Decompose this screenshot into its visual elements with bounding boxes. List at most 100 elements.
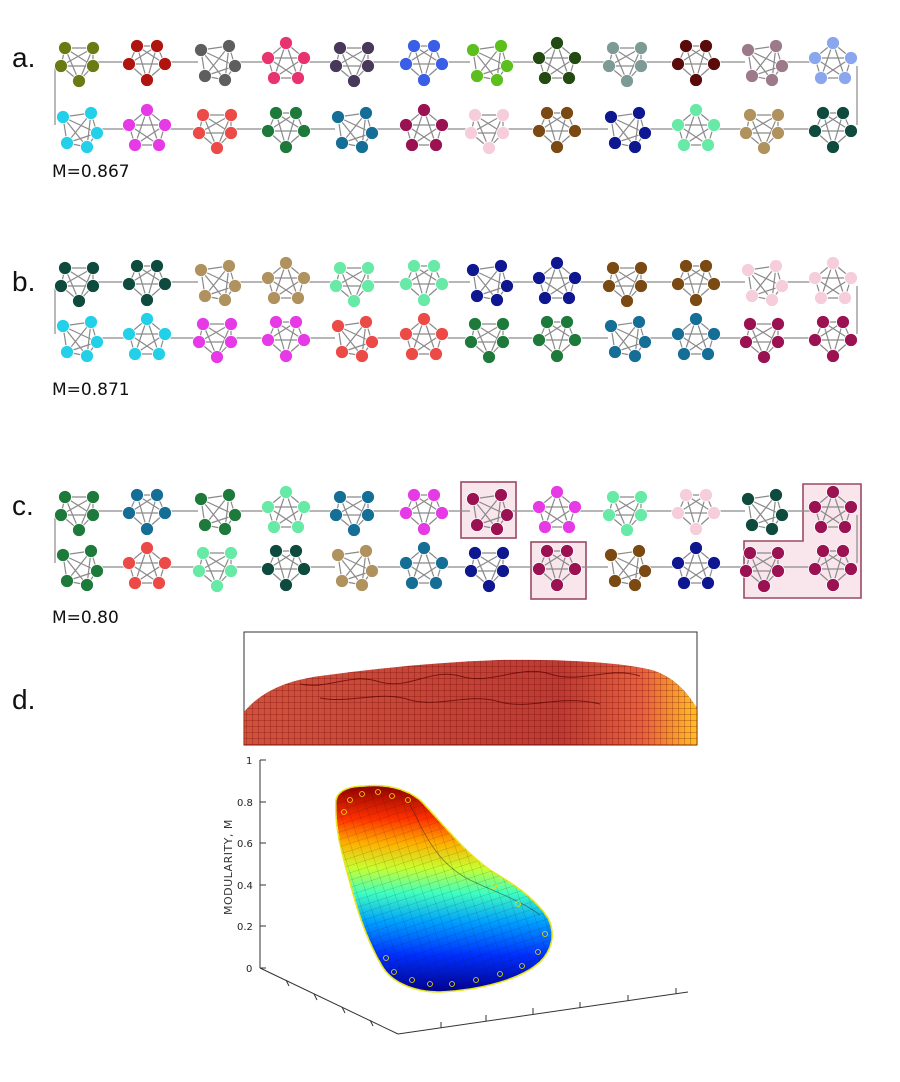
network-node — [470, 289, 484, 303]
network-node — [496, 546, 510, 560]
network-node — [269, 544, 283, 558]
clique-c-bottom-1 — [56, 544, 104, 592]
network-node — [194, 263, 208, 277]
network-node — [532, 500, 546, 514]
panel-a-label: a. — [12, 42, 36, 73]
network-node — [550, 256, 564, 270]
network-node — [771, 126, 785, 140]
clique-b-top-11 — [741, 259, 789, 307]
network-node — [150, 259, 164, 273]
network-node — [297, 500, 311, 514]
z-tick-0.6: 0.6 — [237, 839, 253, 850]
network-node — [707, 327, 721, 341]
network-node — [482, 350, 496, 364]
network-node — [279, 349, 293, 363]
network-node — [620, 523, 634, 537]
network-node — [739, 335, 753, 349]
network-node — [496, 317, 510, 331]
clique-c-top-8 — [532, 485, 582, 534]
network-node — [490, 293, 504, 307]
network-node — [808, 333, 822, 347]
network-node — [532, 333, 546, 347]
clique-b-top-1 — [54, 261, 100, 308]
network-node — [844, 333, 858, 347]
clique-b-top-8 — [532, 256, 582, 305]
network-node — [86, 261, 100, 275]
clique-a-top-8 — [532, 36, 582, 85]
network-node — [757, 579, 771, 593]
network-node — [628, 578, 642, 592]
network-node — [562, 291, 576, 305]
network-node — [838, 291, 852, 305]
network-node — [671, 506, 685, 520]
network-node — [130, 488, 144, 502]
clique-c-top-6 — [399, 488, 449, 536]
z-tick-0.4: 0.4 — [237, 881, 253, 892]
network-node — [359, 315, 373, 329]
network-node — [769, 488, 783, 502]
network-node — [269, 106, 283, 120]
network-node — [808, 124, 822, 138]
network-node — [355, 349, 369, 363]
clique-c-bottom-6 — [399, 541, 449, 590]
network-node — [568, 562, 582, 576]
network-node — [677, 576, 691, 590]
network-node — [814, 291, 828, 305]
network-node — [608, 345, 622, 359]
network-node — [130, 39, 144, 53]
network-node — [331, 110, 345, 124]
clique-b-top-6 — [399, 259, 449, 307]
network-node — [399, 556, 413, 570]
clique-c-bottom-10 — [671, 541, 721, 590]
network-node — [347, 74, 361, 88]
network-node — [297, 333, 311, 347]
network-node — [482, 579, 496, 593]
network-node — [540, 106, 554, 120]
network-node — [335, 136, 349, 150]
network-node — [361, 490, 375, 504]
network-node — [844, 500, 858, 514]
network-node — [816, 315, 830, 329]
network-node — [550, 349, 564, 363]
network-node — [562, 71, 576, 85]
clique-a-bottom-4 — [261, 106, 311, 154]
network-node — [470, 69, 484, 83]
network-node — [701, 576, 715, 590]
network-layer — [54, 36, 858, 593]
network-node — [808, 271, 822, 285]
network-node — [361, 59, 375, 73]
network-node — [606, 490, 620, 504]
clique-a-bottom-9 — [604, 106, 652, 154]
clique-b-top-2 — [122, 259, 172, 307]
clique-b-top-10 — [671, 259, 721, 307]
clique-c-bottom-8 — [532, 544, 582, 592]
network-node — [56, 548, 70, 562]
network-node — [826, 256, 840, 270]
top-surface-fill — [244, 659, 697, 745]
network-node — [140, 522, 154, 536]
network-node — [620, 74, 634, 88]
network-node — [84, 106, 98, 120]
network-node — [291, 71, 305, 85]
network-node — [333, 490, 347, 504]
network-node — [267, 71, 281, 85]
network-node — [671, 556, 685, 570]
network-node — [347, 294, 361, 308]
clique-a-bottom-2 — [122, 103, 172, 152]
clique-c-top-1 — [54, 490, 100, 537]
network-node — [604, 548, 618, 562]
network-node — [844, 51, 858, 65]
clique-a-bottom-3 — [192, 108, 238, 155]
clique-c-top-7 — [466, 488, 514, 536]
network-node — [482, 141, 496, 155]
network-node — [604, 110, 618, 124]
z-axis-ticks: 0 0.2 0.4 0.6 0.8 1 — [237, 756, 266, 975]
network-node — [775, 59, 789, 73]
network-node — [399, 118, 413, 132]
network-node — [261, 333, 275, 347]
clique-a-top-7 — [466, 39, 514, 87]
network-node — [464, 335, 478, 349]
network-node — [329, 508, 343, 522]
clique-c-bottom-7 — [464, 546, 510, 593]
network-node — [150, 488, 164, 502]
